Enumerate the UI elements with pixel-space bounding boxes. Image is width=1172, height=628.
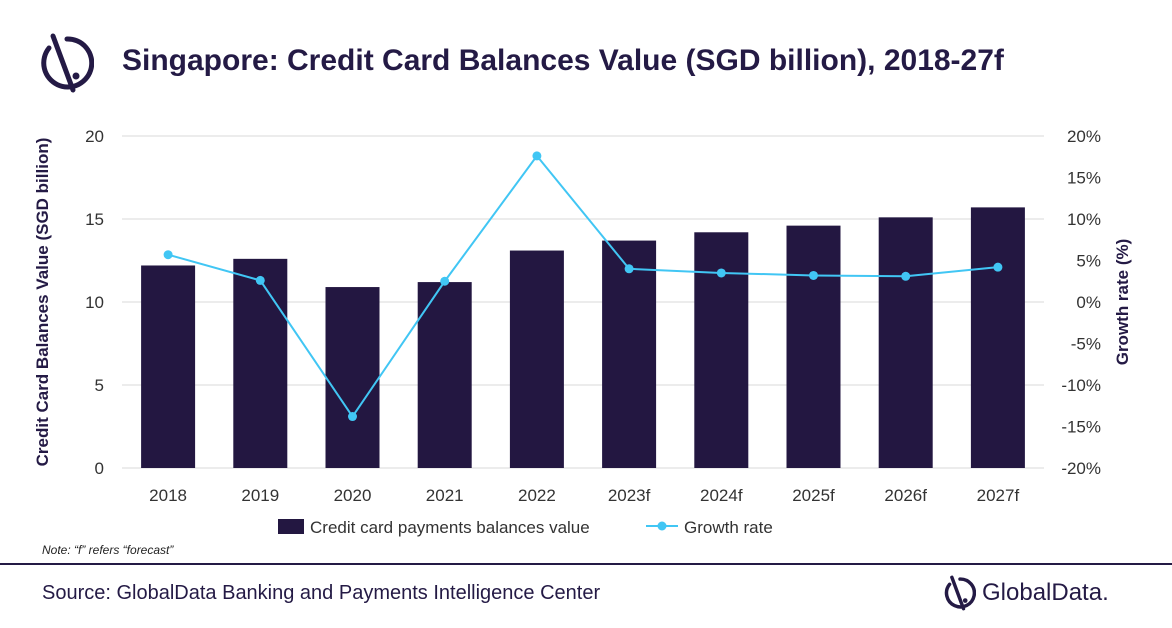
globaldata-logo-icon (944, 575, 976, 611)
x-tick-label: 2022 (518, 486, 556, 505)
chart: 0 5 10 15 20 -20% -15% -10% -5% 0% 5% 10% 15% 20% 20… (33, 127, 1132, 537)
forecast-note: Note: “f” refers “forecast” (42, 543, 174, 557)
globaldata-logo-icon (41, 33, 94, 93)
y2-tick-label: -20% (1061, 459, 1101, 478)
bar (233, 258, 288, 468)
legend: Credit card payments balances value Growt… (278, 518, 773, 537)
brand-logo: GlobalData. (944, 573, 1144, 613)
brand-name: GlobalData. (982, 579, 1109, 606)
y-tick-label: 20 (85, 127, 104, 146)
chart-title: Singapore: Credit Card Balances Value (S… (122, 44, 1004, 77)
growth-rate-point (901, 271, 911, 281)
x-tick-label: 2025f (792, 486, 835, 505)
x-tick-label: 2020 (334, 486, 372, 505)
bar (970, 207, 1025, 468)
bar (509, 250, 564, 468)
y2-axis-label: Growth rate (%) (1113, 239, 1132, 366)
bar (325, 287, 380, 468)
y-axis-label: Credit Card Balances Value (SGD billion) (33, 138, 52, 467)
y2-tick-label: 0% (1076, 293, 1101, 312)
bar (602, 240, 657, 468)
source-text: Source: GlobalData Banking and Payments … (42, 582, 601, 604)
x-tick-label: 2027f (977, 486, 1020, 505)
y-tick-label: 10 (85, 293, 104, 312)
growth-rate-point (440, 276, 450, 286)
growth-rate-point (163, 250, 173, 260)
growth-rate-line (167, 154, 998, 419)
legend-label: Growth rate (684, 518, 773, 537)
growth-rate-point (993, 262, 1003, 272)
y2-tick-label: -15% (1061, 418, 1101, 437)
y2-tick-label: 10% (1067, 210, 1101, 229)
growth-rate-point (532, 151, 542, 161)
bar (786, 225, 841, 468)
x-tick-label: 2018 (149, 486, 187, 505)
bar (417, 282, 472, 468)
x-tick-label: 2019 (241, 486, 279, 505)
legend-bar-swatch (278, 519, 304, 534)
growth-rate-point (716, 268, 726, 278)
y-tick-label: 5 (95, 376, 104, 395)
x-tick-label: 2023f (608, 486, 651, 505)
growth-rate-point (624, 264, 634, 274)
y2-tick-label: -10% (1061, 376, 1101, 395)
bar (878, 217, 933, 468)
y-tick-label: 15 (85, 210, 104, 229)
legend-label: Credit card payments balances value (310, 518, 590, 537)
y2-tick-label: 20% (1067, 127, 1101, 146)
y2-tick-label: 15% (1067, 169, 1101, 188)
growth-rate-point (348, 412, 357, 422)
y2-tick-label: -5% (1071, 335, 1101, 354)
footer-divider (0, 563, 1172, 565)
growth-rate-point (809, 270, 818, 280)
x-tick-label: 2021 (426, 486, 464, 505)
bar (141, 265, 196, 468)
y-tick-label: 0 (95, 459, 104, 478)
x-tick-label: 2024f (700, 486, 743, 505)
bar (694, 232, 749, 468)
y2-tick-label: 5% (1076, 252, 1101, 271)
x-tick-label: 2026f (884, 486, 927, 505)
growth-rate-point (255, 275, 265, 285)
legend-line-marker (657, 521, 667, 531)
